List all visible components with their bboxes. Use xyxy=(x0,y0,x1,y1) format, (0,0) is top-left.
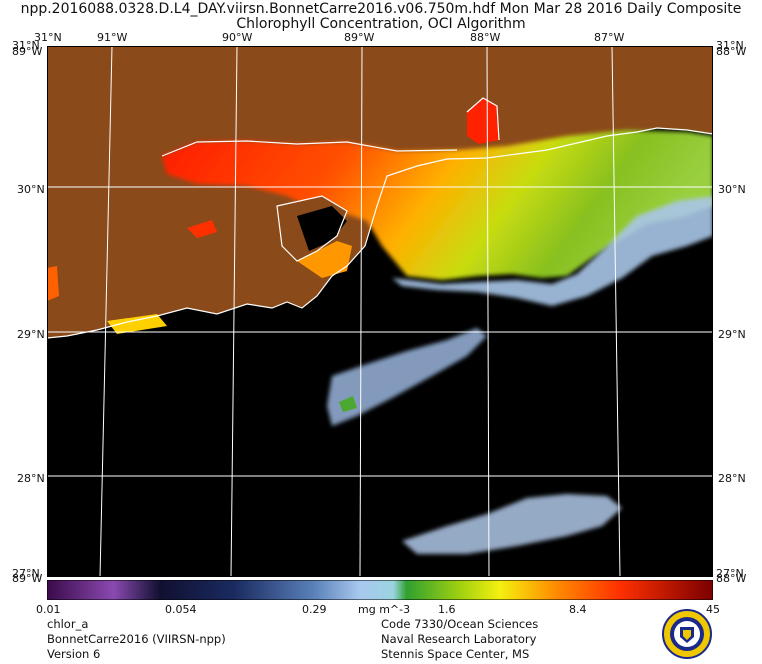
lake-plume xyxy=(187,220,217,238)
colorbar xyxy=(47,580,713,600)
corner-label: 31°N xyxy=(12,39,40,52)
colorbar-units: mg m^-3 xyxy=(358,603,411,616)
lon-label: 89°W xyxy=(344,31,375,44)
footer-org: Code 7330/Ocean Sciences xyxy=(381,617,539,631)
map-frame xyxy=(47,46,713,577)
corner-label: 88°W xyxy=(716,45,747,58)
lat-label: 30°N xyxy=(17,183,45,196)
lon-label: 90°W xyxy=(222,31,253,44)
lon-label: 91°W xyxy=(97,31,128,44)
colorbar-tick: 0.29 xyxy=(302,603,327,616)
lat-label: 31°N xyxy=(34,31,62,44)
offshore-band xyxy=(392,196,713,306)
lat-label: 28°N xyxy=(17,472,45,485)
delta-water xyxy=(297,206,347,251)
delta-plume xyxy=(297,241,352,278)
map-subtitle: Chlorophyll Concentration, OCI Algorithm xyxy=(236,16,526,32)
map-title: npp.2016088.0328.D.L4_DAY.viirsn.BonnetC… xyxy=(20,1,742,17)
nrl-seal-icon xyxy=(662,609,712,659)
colorbar-tick: 0.01 xyxy=(36,603,61,616)
footer-variable: chlor_a xyxy=(47,617,89,631)
offshore-streak xyxy=(327,328,487,426)
footer-region: BonnetCarre2016 (VIIRSN-npp) xyxy=(47,632,226,646)
lon-label: 87°W xyxy=(594,31,625,44)
corner-label: 89°W xyxy=(12,45,43,58)
lat-label: 30°N xyxy=(718,183,746,196)
chlorophyll-map xyxy=(47,46,713,577)
graticule xyxy=(47,46,713,577)
colorbar-tick: 45 xyxy=(706,603,720,616)
colorbar-tick: 0.054 xyxy=(165,603,197,616)
coastline xyxy=(161,97,500,262)
coastal-plume xyxy=(162,130,713,280)
footer-location: Stennis Space Center, MS xyxy=(381,647,530,661)
left-plume xyxy=(47,266,59,301)
corner-label: 89°W xyxy=(12,572,43,585)
offshore-green xyxy=(339,396,357,412)
footer-lab: Naval Research Laboratory xyxy=(381,632,537,646)
corner-label: 31°N xyxy=(716,39,744,52)
lat-label: 28°N xyxy=(718,472,746,485)
corner-label: 88°W xyxy=(716,572,747,585)
lon-label: 88°W xyxy=(470,31,501,44)
corner-label: 27°N xyxy=(12,567,40,580)
footer-version: Version 6 xyxy=(47,647,101,661)
coastline xyxy=(47,127,713,339)
colorbar-tick: 1.6 xyxy=(438,603,456,616)
lat-label: 29°N xyxy=(17,328,45,341)
lat-label: 29°N xyxy=(718,328,746,341)
colorbar-gradient xyxy=(47,580,713,600)
southern-patch xyxy=(402,494,622,554)
colorbar-tick: 8.4 xyxy=(569,603,587,616)
corner-label: 27°N xyxy=(716,567,744,580)
mobile-bay xyxy=(467,98,499,144)
left-plume xyxy=(107,314,167,334)
